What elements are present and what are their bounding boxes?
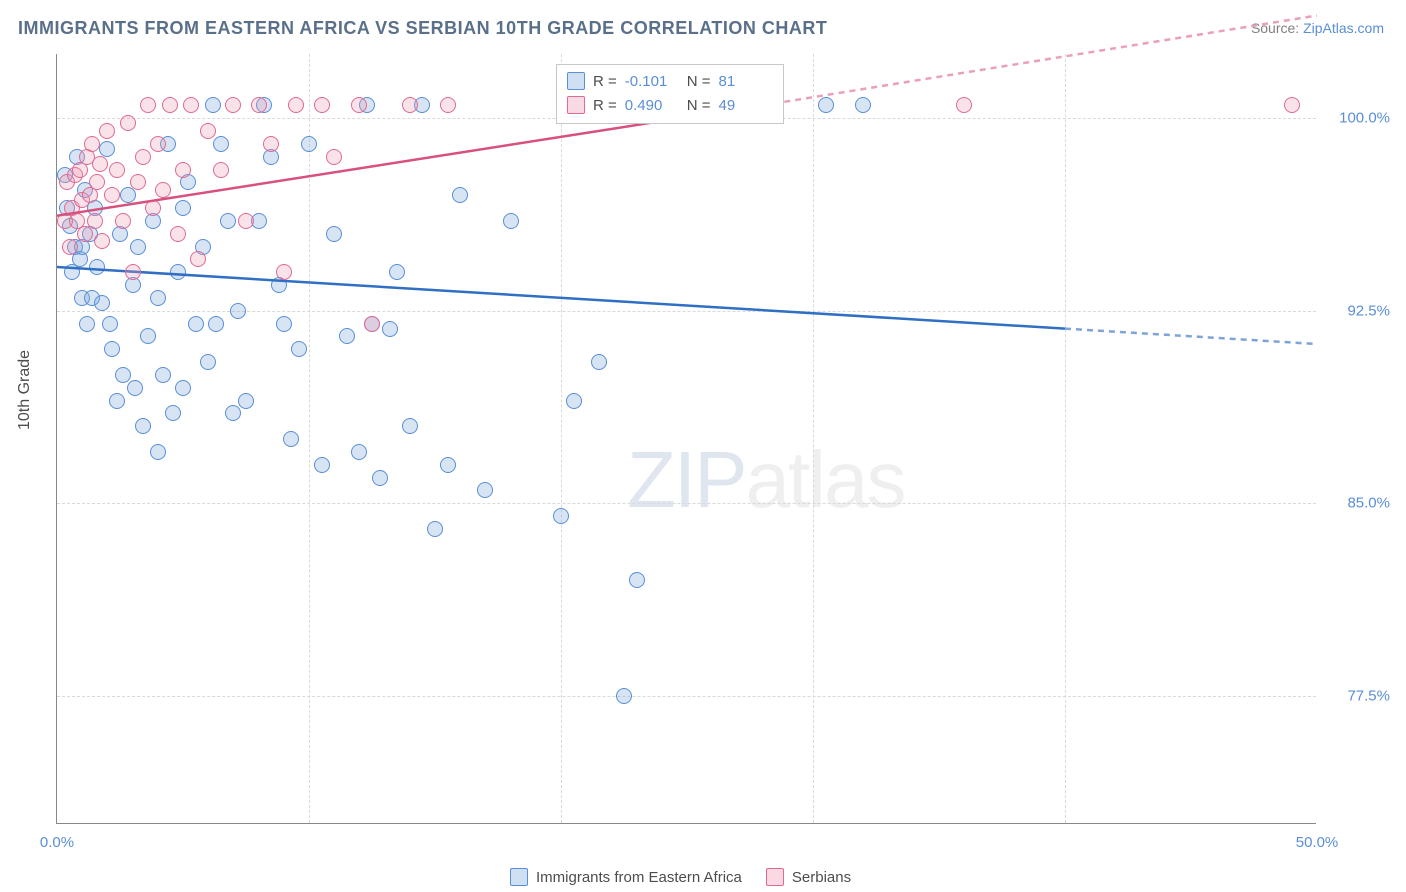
legend-ea-label: Immigrants from Eastern Africa <box>536 869 742 886</box>
x-tick-label: 0.0% <box>40 834 74 851</box>
trend-line-sb <box>57 54 1317 824</box>
correlation-legend: R = -0.101 N = 81 R = 0.490 N = 49 <box>556 64 784 124</box>
legend-sb-n: 49 <box>719 97 773 114</box>
legend-item-sb: Serbians <box>766 868 851 886</box>
swatch-ea-icon <box>567 72 585 90</box>
swatch-sb-icon <box>567 96 585 114</box>
x-tick-label: 50.0% <box>1296 834 1339 851</box>
swatch-ea-icon2 <box>510 868 528 886</box>
legend-ea-n: 81 <box>719 73 773 90</box>
y-tick-label: 100.0% <box>1326 110 1390 127</box>
legend-row-ea: R = -0.101 N = 81 <box>567 69 773 93</box>
legend-r-label: R = <box>593 73 617 90</box>
y-tick-label: 85.0% <box>1326 495 1390 512</box>
chart-title: IMMIGRANTS FROM EASTERN AFRICA VS SERBIA… <box>18 18 827 39</box>
y-axis-title: 10th Grade <box>16 350 34 430</box>
legend-r-label2: R = <box>593 97 617 114</box>
legend-sb-r: 0.490 <box>625 97 679 114</box>
legend-n-label2: N = <box>687 97 711 114</box>
source-credit: Source: ZipAtlas.com <box>1251 20 1384 36</box>
legend-sb-label: Serbians <box>792 869 851 886</box>
legend-n-label: N = <box>687 73 711 90</box>
series-legend: Immigrants from Eastern Africa Serbians <box>510 868 851 886</box>
swatch-sb-icon2 <box>766 868 784 886</box>
source-value: ZipAtlas.com <box>1303 20 1384 36</box>
plot-area: ZIPatlas 77.5%85.0%92.5%100.0%0.0%50.0% <box>56 54 1316 824</box>
y-tick-label: 77.5% <box>1326 687 1390 704</box>
y-tick-label: 92.5% <box>1326 302 1390 319</box>
legend-ea-r: -0.101 <box>625 73 679 90</box>
legend-row-sb: R = 0.490 N = 49 <box>567 93 773 117</box>
legend-item-ea: Immigrants from Eastern Africa <box>510 868 742 886</box>
